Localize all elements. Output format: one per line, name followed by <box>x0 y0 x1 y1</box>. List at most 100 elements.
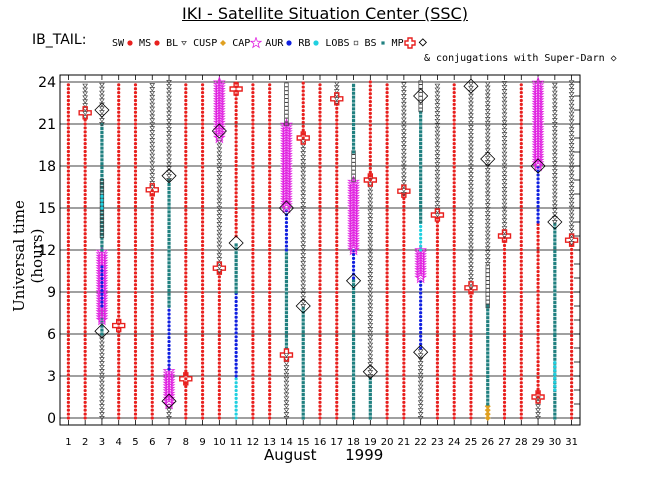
marker-sw <box>536 258 540 262</box>
marker-rb <box>553 388 557 392</box>
marker-sw <box>184 330 188 334</box>
marker-cap <box>347 235 360 248</box>
marker-sw <box>268 412 272 416</box>
marker-bl <box>551 149 558 154</box>
marker-sw <box>452 271 456 275</box>
marker-sw <box>268 385 272 389</box>
marker-aur <box>234 358 238 362</box>
marker-sw <box>402 283 406 287</box>
marker-bl <box>484 156 491 161</box>
marker-sw <box>368 96 372 100</box>
marker-bs <box>486 367 490 371</box>
legend-label-lobs: LOBS <box>325 38 350 49</box>
marker-sw <box>200 283 205 287</box>
marker-sw <box>133 318 138 322</box>
marker-bs <box>553 257 557 262</box>
marker-sw <box>368 139 372 143</box>
marker-sw <box>66 192 70 197</box>
marker-sw <box>335 165 339 169</box>
marker-bl <box>300 174 307 180</box>
marker-bl <box>333 85 340 90</box>
marker-cap <box>280 138 293 151</box>
marker-bl <box>484 183 491 189</box>
marker-sw <box>117 177 121 181</box>
marker-sw <box>217 357 221 361</box>
marker-bs <box>419 110 423 114</box>
marker-mp <box>279 348 294 362</box>
marker-bs <box>553 277 557 281</box>
legend-label-bl: BL <box>166 38 179 49</box>
marker-sw <box>83 306 87 310</box>
day-column-9 <box>200 83 205 420</box>
marker-bs <box>284 303 289 307</box>
marker-sw <box>570 345 574 350</box>
day-column-31 <box>564 80 579 420</box>
marker-sw <box>570 247 574 252</box>
marker-sw <box>200 310 205 314</box>
marker-bs <box>301 345 305 350</box>
marker-sw <box>402 330 406 334</box>
marker-mp <box>464 281 478 295</box>
marker-sw <box>251 87 255 91</box>
marker-bl <box>401 141 407 146</box>
marker-bl <box>367 225 374 230</box>
marker-sw <box>83 263 87 267</box>
marker-sw <box>452 369 456 373</box>
marker-sw <box>133 334 138 338</box>
marker-bs <box>167 288 171 292</box>
marker-bl <box>551 184 558 190</box>
marker-sw <box>184 294 188 299</box>
marker-bs <box>167 198 171 202</box>
marker-sw <box>385 290 389 295</box>
marker-bl <box>283 353 290 358</box>
marker-bs <box>100 154 104 158</box>
marker-cap <box>95 303 109 316</box>
marker-sw <box>150 208 154 212</box>
marker-sw <box>184 130 188 134</box>
marker-sw <box>402 404 406 408</box>
marker-bs <box>284 311 289 315</box>
marker-sw <box>251 326 255 330</box>
marker-sw <box>318 408 322 412</box>
marker-bl <box>300 194 307 199</box>
marker-sw <box>318 283 322 287</box>
marker-sw <box>536 305 540 309</box>
marker-sw <box>452 306 456 310</box>
marker-sw <box>268 341 272 346</box>
marker-aur <box>419 334 423 338</box>
marker-bl <box>367 315 374 320</box>
marker-cap <box>347 185 360 198</box>
marker-rb <box>234 408 238 412</box>
marker-aur <box>167 343 171 348</box>
marker-sw <box>335 341 339 346</box>
marker-bs <box>284 252 289 256</box>
marker-sw <box>435 416 440 420</box>
marker-sw <box>184 377 188 381</box>
marker-bl <box>367 205 374 210</box>
marker-cap <box>347 187 361 200</box>
marker-bl <box>367 276 374 281</box>
marker-sw <box>83 404 87 408</box>
marker-sw <box>200 369 205 373</box>
marker-sw <box>184 204 188 208</box>
marker-sw <box>502 287 507 291</box>
marker-bl <box>401 97 407 103</box>
marker-sw <box>570 314 574 318</box>
day-column-12 <box>251 83 255 420</box>
marker-sw <box>452 94 456 99</box>
marker-sw <box>335 302 339 306</box>
marker-sw <box>519 138 523 142</box>
marker-sw <box>385 369 389 373</box>
marker-sw <box>200 349 205 353</box>
marker-sw <box>184 122 188 126</box>
marker-sw <box>200 177 205 181</box>
marker-bl <box>367 327 374 332</box>
marker-bs <box>167 202 171 206</box>
marker-sw <box>519 349 523 353</box>
marker-cap <box>95 305 109 318</box>
marker-sw <box>66 322 70 326</box>
marker-sw <box>452 243 456 248</box>
marker-rb <box>234 416 238 420</box>
marker-sw <box>536 238 540 242</box>
marker-sw <box>268 381 272 385</box>
